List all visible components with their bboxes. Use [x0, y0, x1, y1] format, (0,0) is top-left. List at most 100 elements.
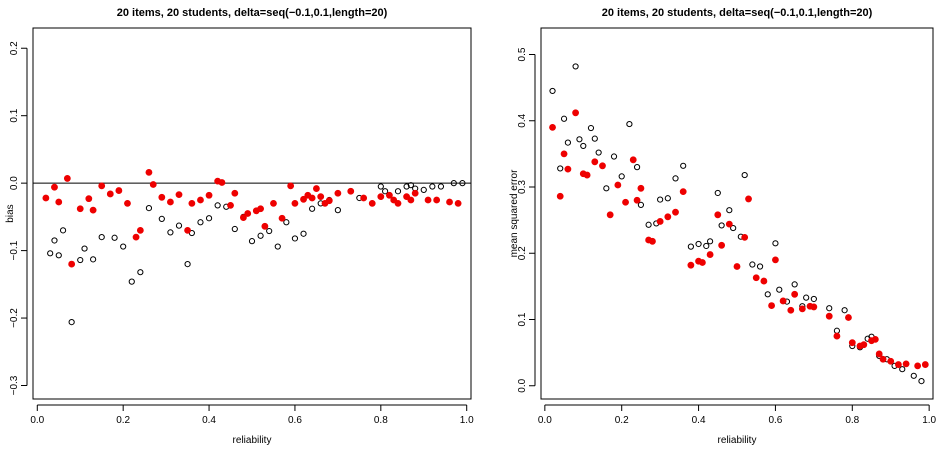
data-point-filled	[227, 202, 234, 209]
data-point-open	[680, 162, 687, 169]
data-point-filled	[706, 251, 714, 258]
x-tick-label: 0.4	[202, 415, 216, 426]
data-point-open	[309, 205, 316, 212]
data-point-filled	[89, 206, 97, 214]
data-point-filled	[572, 109, 579, 117]
data-point-open	[77, 256, 84, 264]
data-point-open	[560, 115, 568, 122]
data-point-filled	[63, 175, 71, 182]
data-point-filled	[549, 123, 556, 131]
data-point-filled	[560, 150, 568, 158]
data-point-filled	[287, 182, 295, 190]
data-point-filled	[583, 171, 591, 179]
data-point-filled	[132, 233, 140, 241]
data-point-filled	[291, 199, 299, 207]
data-point-filled	[51, 183, 58, 191]
data-point-open	[158, 215, 165, 222]
data-point-filled	[798, 305, 806, 313]
x-axis-label: reliability	[718, 435, 757, 446]
data-point-open	[833, 327, 841, 334]
data-point-filled	[810, 303, 818, 311]
data-point-filled	[42, 194, 50, 202]
data-point-filled	[664, 213, 672, 221]
x-tick-label: 1.0	[922, 415, 936, 426]
data-point-filled	[325, 197, 333, 205]
data-point-filled	[733, 263, 741, 270]
data-point-filled	[149, 181, 157, 188]
data-point-open	[549, 87, 556, 95]
data-point-filled	[68, 260, 76, 268]
data-point-open	[657, 196, 664, 203]
data-point-open	[403, 183, 410, 190]
data-point-filled	[760, 277, 768, 285]
x-tick-label: 0.6	[768, 415, 782, 426]
data-point-open	[420, 186, 427, 193]
data-point-open	[637, 201, 645, 208]
data-point-filled	[231, 189, 239, 197]
data-point-filled	[902, 360, 910, 368]
data-point-filled	[167, 198, 174, 206]
data-point-filled	[308, 194, 316, 202]
data-point-filled	[386, 191, 393, 199]
data-point-open	[664, 195, 671, 202]
data-point-open	[672, 175, 679, 182]
data-point-filled	[871, 335, 879, 343]
data-point-filled	[411, 189, 419, 197]
data-point-open	[726, 207, 733, 214]
data-point-open	[407, 182, 414, 189]
data-point-open	[81, 245, 88, 252]
data-point-open	[706, 238, 714, 245]
data-point-filled	[699, 259, 706, 266]
data-point-filled	[895, 361, 902, 368]
data-point-open	[145, 205, 153, 212]
data-point-filled	[218, 179, 226, 186]
data-point-filled	[752, 274, 760, 282]
data-point-open	[51, 237, 58, 244]
data-point-filled	[85, 195, 93, 203]
data-point-open	[687, 243, 694, 250]
data-point-filled	[454, 199, 462, 207]
data-point-filled	[649, 237, 656, 245]
data-point-filled	[136, 226, 144, 234]
data-point-open	[334, 207, 341, 214]
data-point-open	[810, 295, 817, 303]
data-point-open	[120, 243, 127, 250]
data-point-open	[730, 224, 737, 232]
data-point-open	[55, 252, 62, 259]
x-tick-label: 0.8	[845, 415, 859, 426]
y-axis-label: bias	[5, 204, 16, 222]
y-tick-label: 0.5	[517, 47, 528, 61]
data-point-open	[557, 165, 564, 172]
data-point-open	[231, 225, 238, 233]
y-tick-label: 0.1	[9, 108, 20, 122]
data-point-filled	[257, 205, 264, 213]
y-tick-label: 0.2	[9, 41, 20, 55]
data-point-open	[756, 263, 764, 270]
data-point-filled	[240, 214, 247, 221]
x-tick-label: 0.8	[374, 415, 388, 426]
data-point-open	[576, 136, 583, 143]
data-point-open	[47, 250, 54, 257]
data-point-open	[591, 135, 598, 142]
data-point-open	[749, 261, 756, 268]
data-point-filled	[76, 205, 84, 213]
data-point-open	[437, 183, 445, 190]
data-point-open	[377, 183, 384, 190]
data-point-filled	[656, 218, 664, 225]
data-point-open	[197, 219, 204, 226]
data-point-open	[764, 291, 771, 298]
data-point-filled	[741, 233, 749, 241]
data-point-open	[205, 215, 213, 222]
data-point-filled	[914, 362, 922, 370]
data-point-filled	[887, 357, 895, 365]
data-point-open	[137, 269, 144, 276]
series-2	[549, 109, 929, 370]
data-point-filled	[672, 208, 679, 216]
chart-panel-1: 20 items, 20 students, delta=seq(−0.1,0.…	[5, 7, 474, 446]
data-point-filled	[845, 314, 852, 321]
data-point-open	[564, 139, 572, 146]
y-tick-label: −0.3	[9, 375, 20, 395]
data-point-filled	[124, 199, 131, 207]
data-point-filled	[768, 302, 775, 309]
data-point-filled	[718, 241, 726, 249]
